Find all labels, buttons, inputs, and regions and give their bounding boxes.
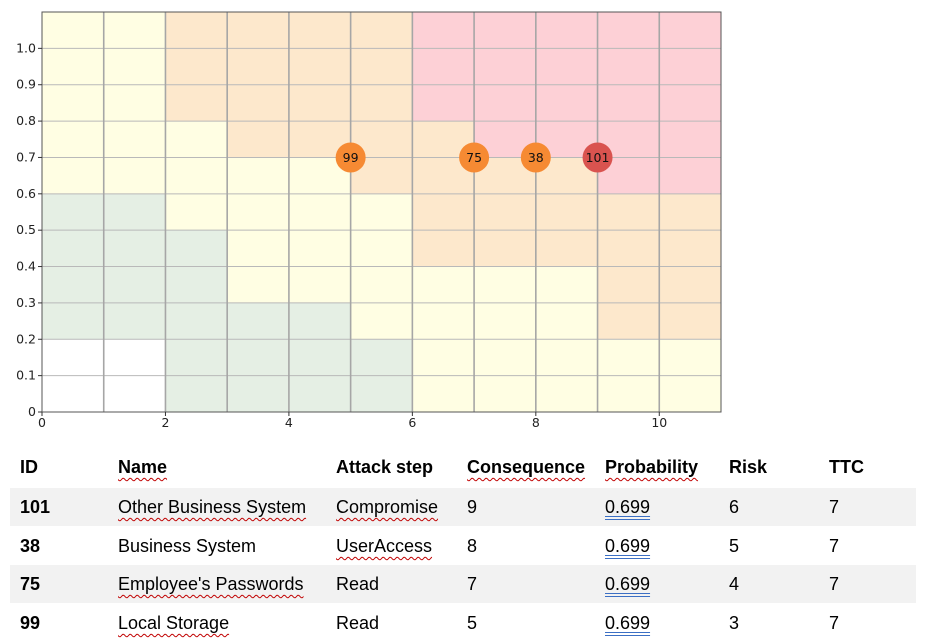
y-tick-label: 0.1 <box>16 368 36 383</box>
cell-id: 99 <box>20 613 41 633</box>
cell-id: 101 <box>20 497 51 517</box>
y-tick-label: 0.7 <box>16 149 36 164</box>
risk-point-label: 38 <box>528 150 544 165</box>
risk-zone-cell <box>288 302 351 412</box>
plot-frame <box>41 11 722 413</box>
y-tick-label: 0.2 <box>16 331 36 346</box>
risk-point-marker <box>582 142 613 173</box>
header-ttc: TTC <box>829 457 864 477</box>
y-tick-label: 0.4 <box>16 259 36 274</box>
table-row: 38 Business System UserAccess 8 0.699 5 … <box>10 527 916 565</box>
cell-attack-step: Read <box>336 574 380 594</box>
cell-id: 38 <box>20 536 41 556</box>
cell-name: Employee's Passwords <box>118 574 304 594</box>
risk-zone-cell <box>412 12 475 122</box>
risk-zone-cell <box>535 157 598 267</box>
cell-risk: 6 <box>729 497 740 517</box>
risk-zone-cell <box>659 12 721 194</box>
cell-risk: 3 <box>729 613 740 633</box>
risk-zone-cell <box>474 157 536 267</box>
cell-consequence: 5 <box>467 613 478 633</box>
cell-probability: 0.699 <box>605 613 651 633</box>
risk-point-label: 99 <box>343 150 359 165</box>
risk-point-marker <box>520 142 551 173</box>
cell-probability: 0.699 <box>605 497 651 517</box>
x-tick-label: 8 <box>532 415 540 430</box>
x-tick-label: 4 <box>285 415 293 430</box>
cell-name: Local Storage <box>118 613 230 633</box>
risk-zone-cell <box>227 302 289 412</box>
y-tick-label: 0.3 <box>16 295 36 310</box>
header-attack-step: Attack step <box>336 457 434 477</box>
risk-point-marker <box>459 142 490 173</box>
cell-probability: 0.699 <box>605 574 651 594</box>
cell-id: 75 <box>20 574 41 594</box>
table-row: 75 Employee's Passwords Read 7 0.699 4 7 <box>10 565 916 603</box>
cell-ttc: 7 <box>829 536 840 556</box>
header-risk: Risk <box>729 457 768 477</box>
risk-point-label: 101 <box>586 150 610 165</box>
header-name: Name <box>118 457 168 477</box>
cell-risk: 4 <box>729 574 740 594</box>
risk-zone-cell <box>42 12 104 194</box>
risk-matrix-chart: 0 0.1 0.2 0.3 0.4 0.5 0.6 0.7 0.8 0.9 1.0 0 2 4 6 8 10 99… <box>16 11 722 430</box>
risk-point-label: 75 <box>466 150 482 165</box>
cell-ttc: 7 <box>829 497 840 517</box>
cell-name: Business System <box>118 536 257 556</box>
table-row: 101 Other Business System Compromise 9 0… <box>10 488 916 526</box>
y-tick-label: 0.5 <box>16 222 36 237</box>
risk-zone-cell <box>103 12 166 194</box>
table-row: 99 Local Storage Read 5 0.699 3 7 <box>10 604 916 642</box>
table-header-row: ID Name Attack step Consequence Probabil… <box>10 448 916 486</box>
cell-consequence: 9 <box>467 497 478 517</box>
y-tick-label: 0.8 <box>16 113 36 128</box>
x-tick-label: 0 <box>38 415 46 430</box>
cell-ttc: 7 <box>829 613 840 633</box>
cell-probability: 0.699 <box>605 536 651 556</box>
risk-zone-cell <box>165 230 228 412</box>
risk-point-marker <box>335 142 366 173</box>
risk-zone-cell <box>165 121 228 231</box>
x-tick-label: 6 <box>408 415 416 430</box>
y-tick-label: 0.6 <box>16 186 36 201</box>
header-id: ID <box>20 457 38 477</box>
header-probability: Probability <box>605 457 699 477</box>
cell-attack-step: UserAccess <box>336 536 433 556</box>
cell-name: Other Business System <box>118 497 307 517</box>
x-tick-label: 10 <box>651 415 667 430</box>
risk-zone-cell <box>165 12 228 122</box>
y-tick-label: 0 <box>28 404 36 419</box>
y-tick-label: 0.9 <box>16 77 36 92</box>
header-consequence: Consequence <box>467 457 586 477</box>
y-tick-label: 1.0 <box>16 40 36 55</box>
cell-attack-step: Compromise <box>336 497 439 517</box>
cell-attack-step: Read <box>336 613 380 633</box>
cell-ttc: 7 <box>829 574 840 594</box>
cell-risk: 5 <box>729 536 740 556</box>
cell-consequence: 8 <box>467 536 478 556</box>
cell-consequence: 7 <box>467 574 478 594</box>
x-tick-label: 2 <box>161 415 169 430</box>
